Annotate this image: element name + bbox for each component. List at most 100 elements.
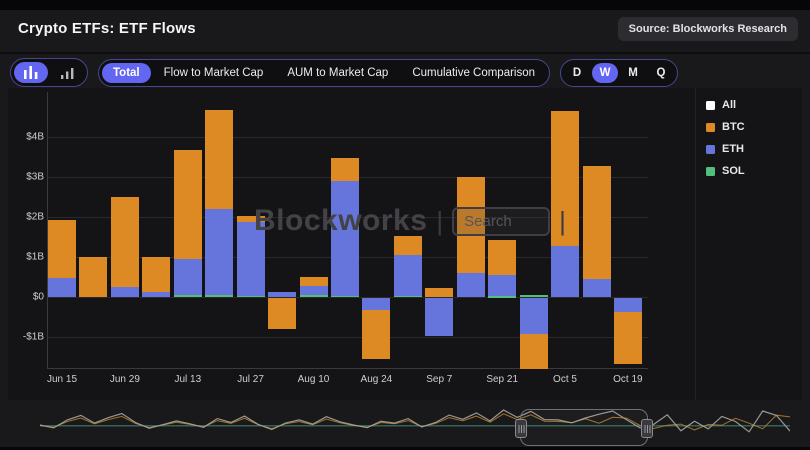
bar-sep-21-btc <box>488 239 517 275</box>
bar-jul-13-eth <box>173 259 202 296</box>
legend-item-sol[interactable]: SOL <box>706 160 745 182</box>
column-chart-icon-button[interactable] <box>14 62 48 83</box>
brush-handle-right[interactable] <box>641 419 653 438</box>
page-title: Crypto ETFs: ETF Flows <box>18 20 196 37</box>
bar-sep-28-sol <box>519 295 548 297</box>
legend-swatch-eth <box>706 144 715 154</box>
bar-jul-27-eth <box>236 221 265 296</box>
bar-aug-17-sol <box>331 295 359 298</box>
bar-sep-14-eth <box>456 273 485 297</box>
tab-total[interactable]: Total <box>102 62 151 83</box>
brush-handle-left[interactable] <box>515 419 527 438</box>
period-q[interactable]: Q <box>656 66 666 79</box>
bar-growth-icon <box>60 67 73 79</box>
bar-aug-17-btc <box>331 157 359 181</box>
bar-aug-3-eth <box>268 291 297 297</box>
bar-jun-29-eth <box>110 287 139 297</box>
grid-line <box>48 297 648 298</box>
navigator-sparkline <box>39 409 791 433</box>
legend-swatch-sol <box>706 166 715 176</box>
bar-aug-17-eth <box>331 181 359 296</box>
x-axis-tick: Jun 29 <box>109 374 140 385</box>
header-divider <box>0 52 810 54</box>
bar-aug-24-eth <box>362 298 391 310</box>
period-d[interactable]: D <box>572 66 582 79</box>
legend-swatch-all <box>706 100 715 110</box>
legend-label: ETH <box>722 143 744 155</box>
source-badge: Source: Blockworks Research <box>617 17 798 41</box>
x-axis-tick: Jun 15 <box>46 374 78 385</box>
bar-oct-12-btc <box>582 165 611 279</box>
bar-jun-29-btc <box>110 197 139 287</box>
bar-sep-28-eth <box>519 298 548 334</box>
bar-aug-31-sol <box>393 295 422 298</box>
bar-sep-28-btc <box>519 334 548 370</box>
tab-cumulative-comparison[interactable]: Cumulative Comparison <box>412 66 536 79</box>
x-axis-tick: Oct 5 <box>553 374 577 385</box>
x-axis-tick: Aug 24 <box>360 374 393 385</box>
grid-line <box>48 137 648 138</box>
tab-flow-to-market-cap[interactable]: Flow to Market Cap <box>163 66 264 79</box>
y-axis-line <box>47 92 48 369</box>
y-axis-tick: $3B <box>26 171 44 183</box>
watermark: Blockworks | Search | <box>254 204 566 238</box>
period-w[interactable]: W <box>592 62 619 83</box>
chart-type-toggle <box>10 58 88 87</box>
bottom-strip <box>0 447 810 450</box>
metric-tabs: Total Flow to Market Cap AUM to Market Cap… <box>98 58 551 87</box>
bar-jul-6-btc <box>142 257 171 293</box>
bar-jun-22-btc <box>79 257 108 297</box>
bar-jun-15-eth <box>48 277 76 297</box>
x-axis-tick: Jul 27 <box>237 374 264 385</box>
bar-aug-10-btc <box>299 277 328 286</box>
bar-growth-icon-button[interactable] <box>50 62 84 83</box>
chart-panel: $4B $3B $2B $1B $0 -$1B Jun 15 Jun 29 Jul 13 Jul … <box>8 88 802 400</box>
bar-oct-5-eth <box>551 245 579 297</box>
y-axis-tick: $1B <box>26 251 44 263</box>
bar-jul-20-sol <box>205 295 234 297</box>
x-axis-line <box>47 368 648 369</box>
bar-aug-10-sol <box>299 295 328 297</box>
tab-aum-to-market-cap[interactable]: AUM to Market Cap <box>287 66 389 79</box>
watermark-separator: | <box>436 205 444 236</box>
legend: All BTC ETH SOL <box>706 94 745 182</box>
bar-sep-21-sol <box>488 296 517 298</box>
legend-item-all[interactable]: All <box>706 94 745 116</box>
x-axis-tick: Oct 19 <box>613 374 643 385</box>
bar-oct-12-eth <box>582 279 611 297</box>
bar-jun-15-btc <box>48 219 76 278</box>
toolbar: Total Flow to Market Cap AUM to Market Cap… <box>10 58 679 87</box>
legend-item-btc[interactable]: BTC <box>706 116 745 138</box>
navigator-brush[interactable] <box>515 409 653 446</box>
y-axis-tick: -$1B <box>22 331 44 343</box>
x-axis-tick: Jul 13 <box>174 374 202 385</box>
legend-label: SOL <box>722 165 745 177</box>
bar-aug-24-btc <box>362 310 391 359</box>
top-strip <box>0 0 810 10</box>
legend-label: BTC <box>722 121 745 133</box>
x-axis-tick: Sep 7 <box>426 374 453 385</box>
y-axis-tick: $2B <box>26 211 44 223</box>
bar-sep-7-eth <box>425 298 454 336</box>
bar-jul-13-btc <box>173 150 202 260</box>
bar-jul-20-btc <box>205 109 234 209</box>
x-axis-tick: Aug 10 <box>297 374 330 385</box>
bar-jul-6-eth <box>142 292 171 297</box>
bar-aug-10-eth <box>299 285 328 296</box>
legend-item-eth[interactable]: ETH <box>706 138 745 160</box>
bar-jul-20-eth <box>205 209 234 296</box>
bar-oct-19-btc <box>613 312 642 364</box>
bar-oct-5-btc <box>551 111 579 246</box>
period-m[interactable]: M <box>628 66 638 79</box>
bar-aug-31-btc <box>393 235 422 255</box>
y-axis-tick: $4B <box>26 131 44 143</box>
x-axis-tick: Sep 21 <box>486 374 519 385</box>
bar-aug-31-eth <box>393 255 422 296</box>
y-axis-tick: $0 <box>32 291 44 303</box>
bar-sep-21-eth <box>488 275 517 297</box>
grid-line <box>48 337 648 338</box>
bar-jul-13-sol <box>173 295 202 297</box>
legend-swatch-btc <box>706 122 715 132</box>
